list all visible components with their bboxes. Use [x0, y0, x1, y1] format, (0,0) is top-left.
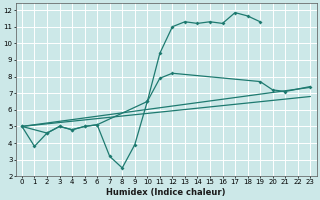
X-axis label: Humidex (Indice chaleur): Humidex (Indice chaleur): [106, 188, 226, 197]
